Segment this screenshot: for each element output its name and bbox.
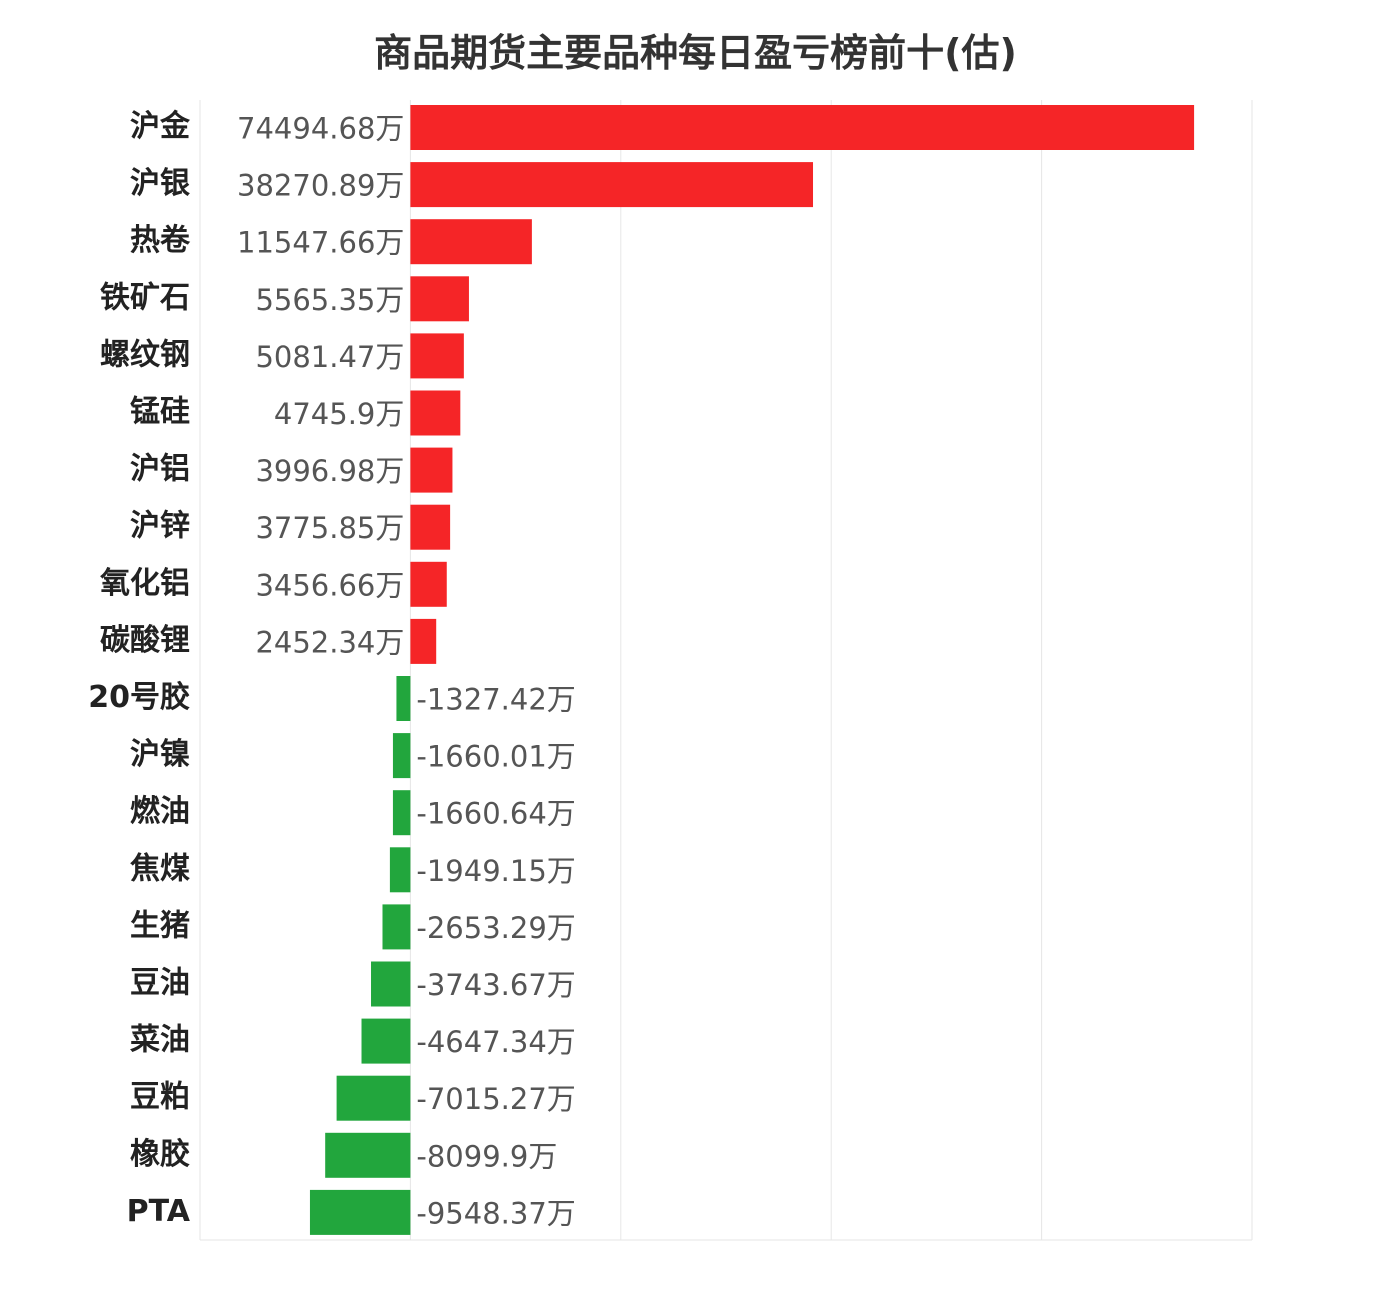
value-label: -2653.29万 <box>416 911 575 945</box>
category-label: 沪金 <box>130 109 191 144</box>
value-label: 11547.66万 <box>237 226 404 260</box>
value-label: -7015.27万 <box>416 1082 575 1116</box>
value-label: 4745.9万 <box>274 397 404 431</box>
bar <box>396 676 411 721</box>
category-label: 沪锌 <box>130 509 190 544</box>
grid-layer <box>199 100 1253 1241</box>
value-label: -1660.64万 <box>416 797 575 831</box>
category-label: 螺纹钢 <box>100 337 190 372</box>
bar <box>410 105 1195 150</box>
bar <box>389 847 411 893</box>
bar <box>410 561 447 607</box>
value-label: -8099.9万 <box>416 1139 557 1173</box>
bar <box>382 904 411 950</box>
category-label: 20号胶 <box>88 680 190 715</box>
value-labels: 74494.68万 38270.89万 11547.66万 5565.35万 5081.… <box>237 112 576 1231</box>
value-label: 5565.35万 <box>255 283 404 317</box>
bar <box>410 618 437 664</box>
category-label: 沪铝 <box>130 452 190 487</box>
category-label: 豆油 <box>130 966 190 1001</box>
value-label: -1327.42万 <box>416 683 575 717</box>
category-label: 热卷 <box>130 223 191 258</box>
value-label: 3456.66万 <box>255 568 404 602</box>
category-label: 橡胶 <box>130 1137 190 1172</box>
value-label: 5081.47万 <box>255 340 404 374</box>
bar <box>371 961 411 1007</box>
category-label: 菜油 <box>130 1023 190 1058</box>
category-label: PTA <box>127 1194 191 1229</box>
bar <box>336 1075 411 1121</box>
value-label: 3775.85万 <box>255 511 404 545</box>
bar <box>410 447 453 493</box>
bar <box>309 1189 411 1235</box>
chart-title: 商品期货主要品种每日盈亏榜前十(估) <box>374 31 1017 75</box>
category-label: 燃油 <box>130 794 190 829</box>
value-label: -3743.67万 <box>416 968 575 1002</box>
bar <box>410 219 532 265</box>
value-label: -1660.01万 <box>416 740 575 774</box>
category-label: 沪镍 <box>130 737 190 772</box>
category-label: 碳酸锂 <box>100 623 190 658</box>
value-label: -9548.37万 <box>416 1196 575 1230</box>
category-label: 焦煤 <box>130 851 190 886</box>
value-label: -4647.34万 <box>416 1025 575 1059</box>
bar <box>410 390 461 436</box>
category-label: 豆粕 <box>130 1080 190 1115</box>
category-label: 锰硅 <box>130 395 190 430</box>
bar <box>410 162 814 208</box>
bar <box>325 1132 411 1178</box>
category-label: 氧化铝 <box>100 566 190 601</box>
bar <box>392 733 411 779</box>
bar <box>361 1018 411 1064</box>
bar <box>392 790 411 836</box>
bar-layer <box>309 105 1195 1235</box>
bar <box>410 333 464 379</box>
bar <box>410 276 469 322</box>
category-label: 铁矿石 <box>100 280 190 315</box>
bar <box>410 504 451 550</box>
value-label: 38270.89万 <box>237 169 404 203</box>
value-label: 2452.34万 <box>255 625 404 659</box>
value-label: 74494.68万 <box>237 112 404 146</box>
value-label: 3996.98万 <box>255 454 404 488</box>
category-label: 生猪 <box>130 908 190 943</box>
value-label: -1949.15万 <box>416 854 575 888</box>
category-label: 沪银 <box>130 166 190 201</box>
